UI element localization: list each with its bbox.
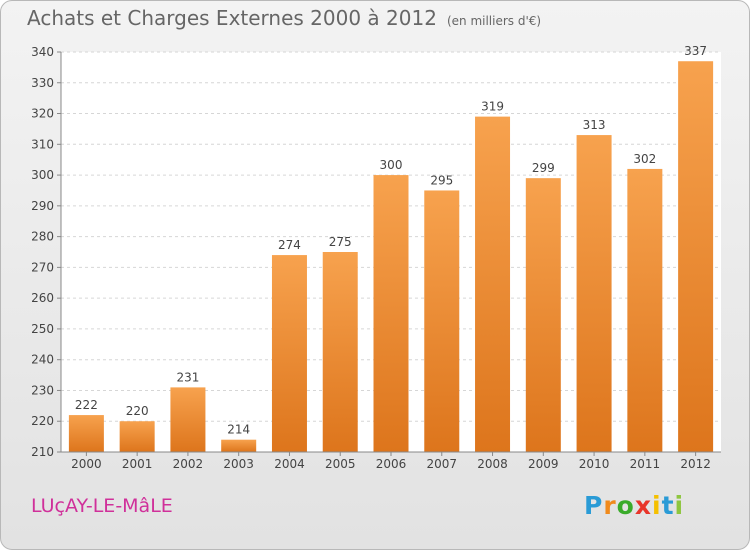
logo-letter: P xyxy=(584,491,604,520)
y-tick-label: 280 xyxy=(31,230,54,244)
commune-name: LUçAY-LE-MâLE xyxy=(31,495,173,517)
y-tick-label: 230 xyxy=(31,383,54,397)
data-label: 302 xyxy=(633,152,656,166)
data-label: 299 xyxy=(532,161,555,175)
y-tick-label: 210 xyxy=(31,445,54,459)
x-tick-label: 2010 xyxy=(579,457,610,471)
bar xyxy=(170,387,206,452)
y-tick-label: 340 xyxy=(31,45,54,59)
chart-title-block: Achats et Charges Externes 2000 à 2012 (e… xyxy=(27,6,541,30)
bar xyxy=(475,116,511,452)
data-label: 337 xyxy=(684,44,707,58)
data-label: 300 xyxy=(380,158,403,172)
chart-subtitle: (en milliers d'€) xyxy=(446,14,542,28)
x-tick-label: 2007 xyxy=(426,457,457,471)
x-tick-label: 2006 xyxy=(376,457,407,471)
logo-letter: i xyxy=(674,491,685,520)
y-tick-label: 290 xyxy=(31,199,54,213)
chart-title: Achats et Charges Externes 2000 à 2012 xyxy=(27,6,437,30)
bar xyxy=(373,175,409,453)
x-tick-label: 2000 xyxy=(71,457,102,471)
data-label: 319 xyxy=(481,100,504,114)
logo-letter: r xyxy=(603,491,617,520)
bar xyxy=(119,421,155,452)
x-tick-label: 2009 xyxy=(528,457,559,471)
x-tick-label: 2008 xyxy=(477,457,508,471)
x-tick-label: 2003 xyxy=(223,457,254,471)
logo-letter: t xyxy=(661,491,675,520)
bar xyxy=(525,178,561,452)
y-tick-label: 310 xyxy=(31,137,54,151)
x-tick-label: 2012 xyxy=(680,457,711,471)
data-label: 313 xyxy=(583,118,606,132)
y-tick-label: 260 xyxy=(31,291,54,305)
x-tick-label: 2001 xyxy=(122,457,153,471)
logo-letter: o xyxy=(616,491,635,520)
logo-letter: i xyxy=(652,491,662,520)
y-tick-label: 250 xyxy=(31,322,54,336)
y-tick-label: 240 xyxy=(31,353,54,367)
bar xyxy=(576,135,612,453)
y-tick-label: 330 xyxy=(31,76,54,90)
y-tick-label: 220 xyxy=(31,414,54,428)
logo-letter: x xyxy=(634,491,652,520)
y-tick-label: 270 xyxy=(31,260,54,274)
proxiti-logo: Proxiti xyxy=(584,491,684,520)
x-tick-label: 2004 xyxy=(274,457,305,471)
bar xyxy=(678,61,714,452)
data-label: 214 xyxy=(227,423,250,437)
bar xyxy=(322,252,358,452)
bar xyxy=(221,439,257,452)
bar xyxy=(627,168,663,452)
y-tick-label: 320 xyxy=(31,107,54,121)
data-label: 220 xyxy=(126,404,149,418)
data-label: 222 xyxy=(75,398,98,412)
bar xyxy=(68,415,104,452)
data-label: 275 xyxy=(329,235,352,249)
x-tick-label: 2005 xyxy=(325,457,356,471)
data-label: 231 xyxy=(176,370,199,384)
bar xyxy=(424,190,460,452)
data-label: 274 xyxy=(278,238,301,252)
x-tick-label: 2002 xyxy=(173,457,204,471)
bar xyxy=(271,255,307,452)
y-tick-label: 300 xyxy=(31,168,54,182)
data-label: 295 xyxy=(430,173,453,187)
x-tick-label: 2011 xyxy=(630,457,661,471)
